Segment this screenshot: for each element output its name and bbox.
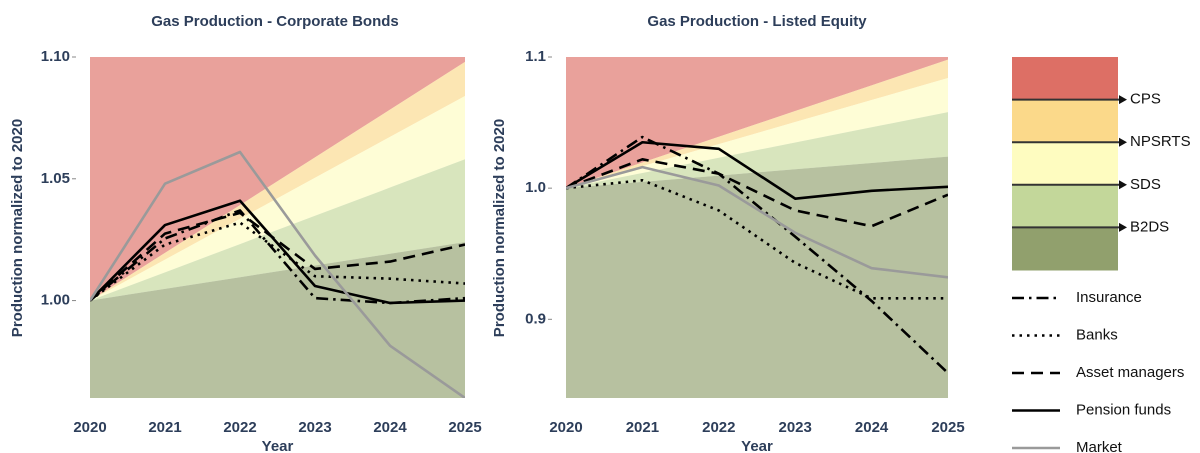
scenario-label: NPSRTS <box>1130 133 1191 150</box>
scenario-swatch <box>1012 227 1118 271</box>
x-tick-label: 2022 <box>702 419 735 436</box>
y-tick-label: 0.9 <box>525 310 546 327</box>
scenario-swatch <box>1012 99 1118 143</box>
y-tick-label: 1.05 <box>41 170 70 187</box>
y-axis-label: Production normalized to 2020 <box>9 119 26 337</box>
scenario-label: CPS <box>1130 91 1161 108</box>
x-tick-label: 2021 <box>148 419 181 436</box>
arrow-head <box>1119 137 1127 147</box>
scenario-label: SDS <box>1130 176 1161 193</box>
x-tick-label: 2020 <box>73 419 106 436</box>
y-tick-label: 1.1 <box>525 48 546 65</box>
y-axis-label: Production normalized to 2020 <box>491 119 508 337</box>
scenario-band <box>90 61 465 301</box>
series-line <box>90 221 465 302</box>
x-axis-label: Year <box>262 438 294 453</box>
x-tick-label: 2023 <box>298 419 331 436</box>
legend-label: Pension funds <box>1076 401 1171 418</box>
scenario-swatch <box>1012 57 1118 101</box>
x-tick-label: 2020 <box>549 419 582 436</box>
series-line <box>566 158 948 228</box>
plot-area <box>90 57 465 398</box>
series-line <box>90 211 465 302</box>
x-tick-label: 2025 <box>448 419 481 436</box>
legend-label: Banks <box>1076 326 1118 343</box>
scenario-band <box>566 57 948 189</box>
x-tick-label: 2024 <box>855 419 889 436</box>
x-tick-label: 2025 <box>931 419 964 436</box>
y-tick-label: 1.10 <box>41 48 70 65</box>
series-line <box>90 199 465 305</box>
scenario-swatch <box>1012 142 1118 186</box>
chart-title: Gas Production - Corporate Bonds <box>151 13 399 30</box>
x-axis-label: Year <box>741 438 773 453</box>
x-tick-label: 2023 <box>779 419 812 436</box>
series-line <box>90 209 465 305</box>
scenario-swatch <box>1012 184 1118 228</box>
x-tick-label: 2024 <box>373 419 407 436</box>
legend-label: Market <box>1076 439 1123 453</box>
series-line <box>90 150 465 398</box>
legend-label: Insurance <box>1076 289 1142 306</box>
arrow-head <box>1119 95 1127 105</box>
scenario-band <box>566 59 948 189</box>
series-line <box>566 135 948 375</box>
chart-title: Gas Production - Listed Equity <box>647 13 867 30</box>
scenario-band <box>566 156 948 398</box>
scenario-label: B2DS <box>1130 218 1169 235</box>
series-line <box>566 140 948 200</box>
legend-label: Asset managers <box>1076 364 1184 381</box>
arrow-head <box>1119 222 1127 232</box>
scenario-band <box>90 95 465 301</box>
y-tick-label: 1.00 <box>41 292 70 309</box>
x-tick-label: 2021 <box>626 419 659 436</box>
arrow-head <box>1119 180 1127 190</box>
series-line <box>566 165 948 279</box>
plot-area <box>566 57 948 398</box>
x-tick-label: 2022 <box>223 419 256 436</box>
scenario-band <box>566 77 948 189</box>
scenario-band <box>566 112 948 189</box>
scenario-band <box>90 242 465 398</box>
y-tick-label: 1.0 <box>525 179 546 196</box>
scenario-band <box>90 159 465 301</box>
